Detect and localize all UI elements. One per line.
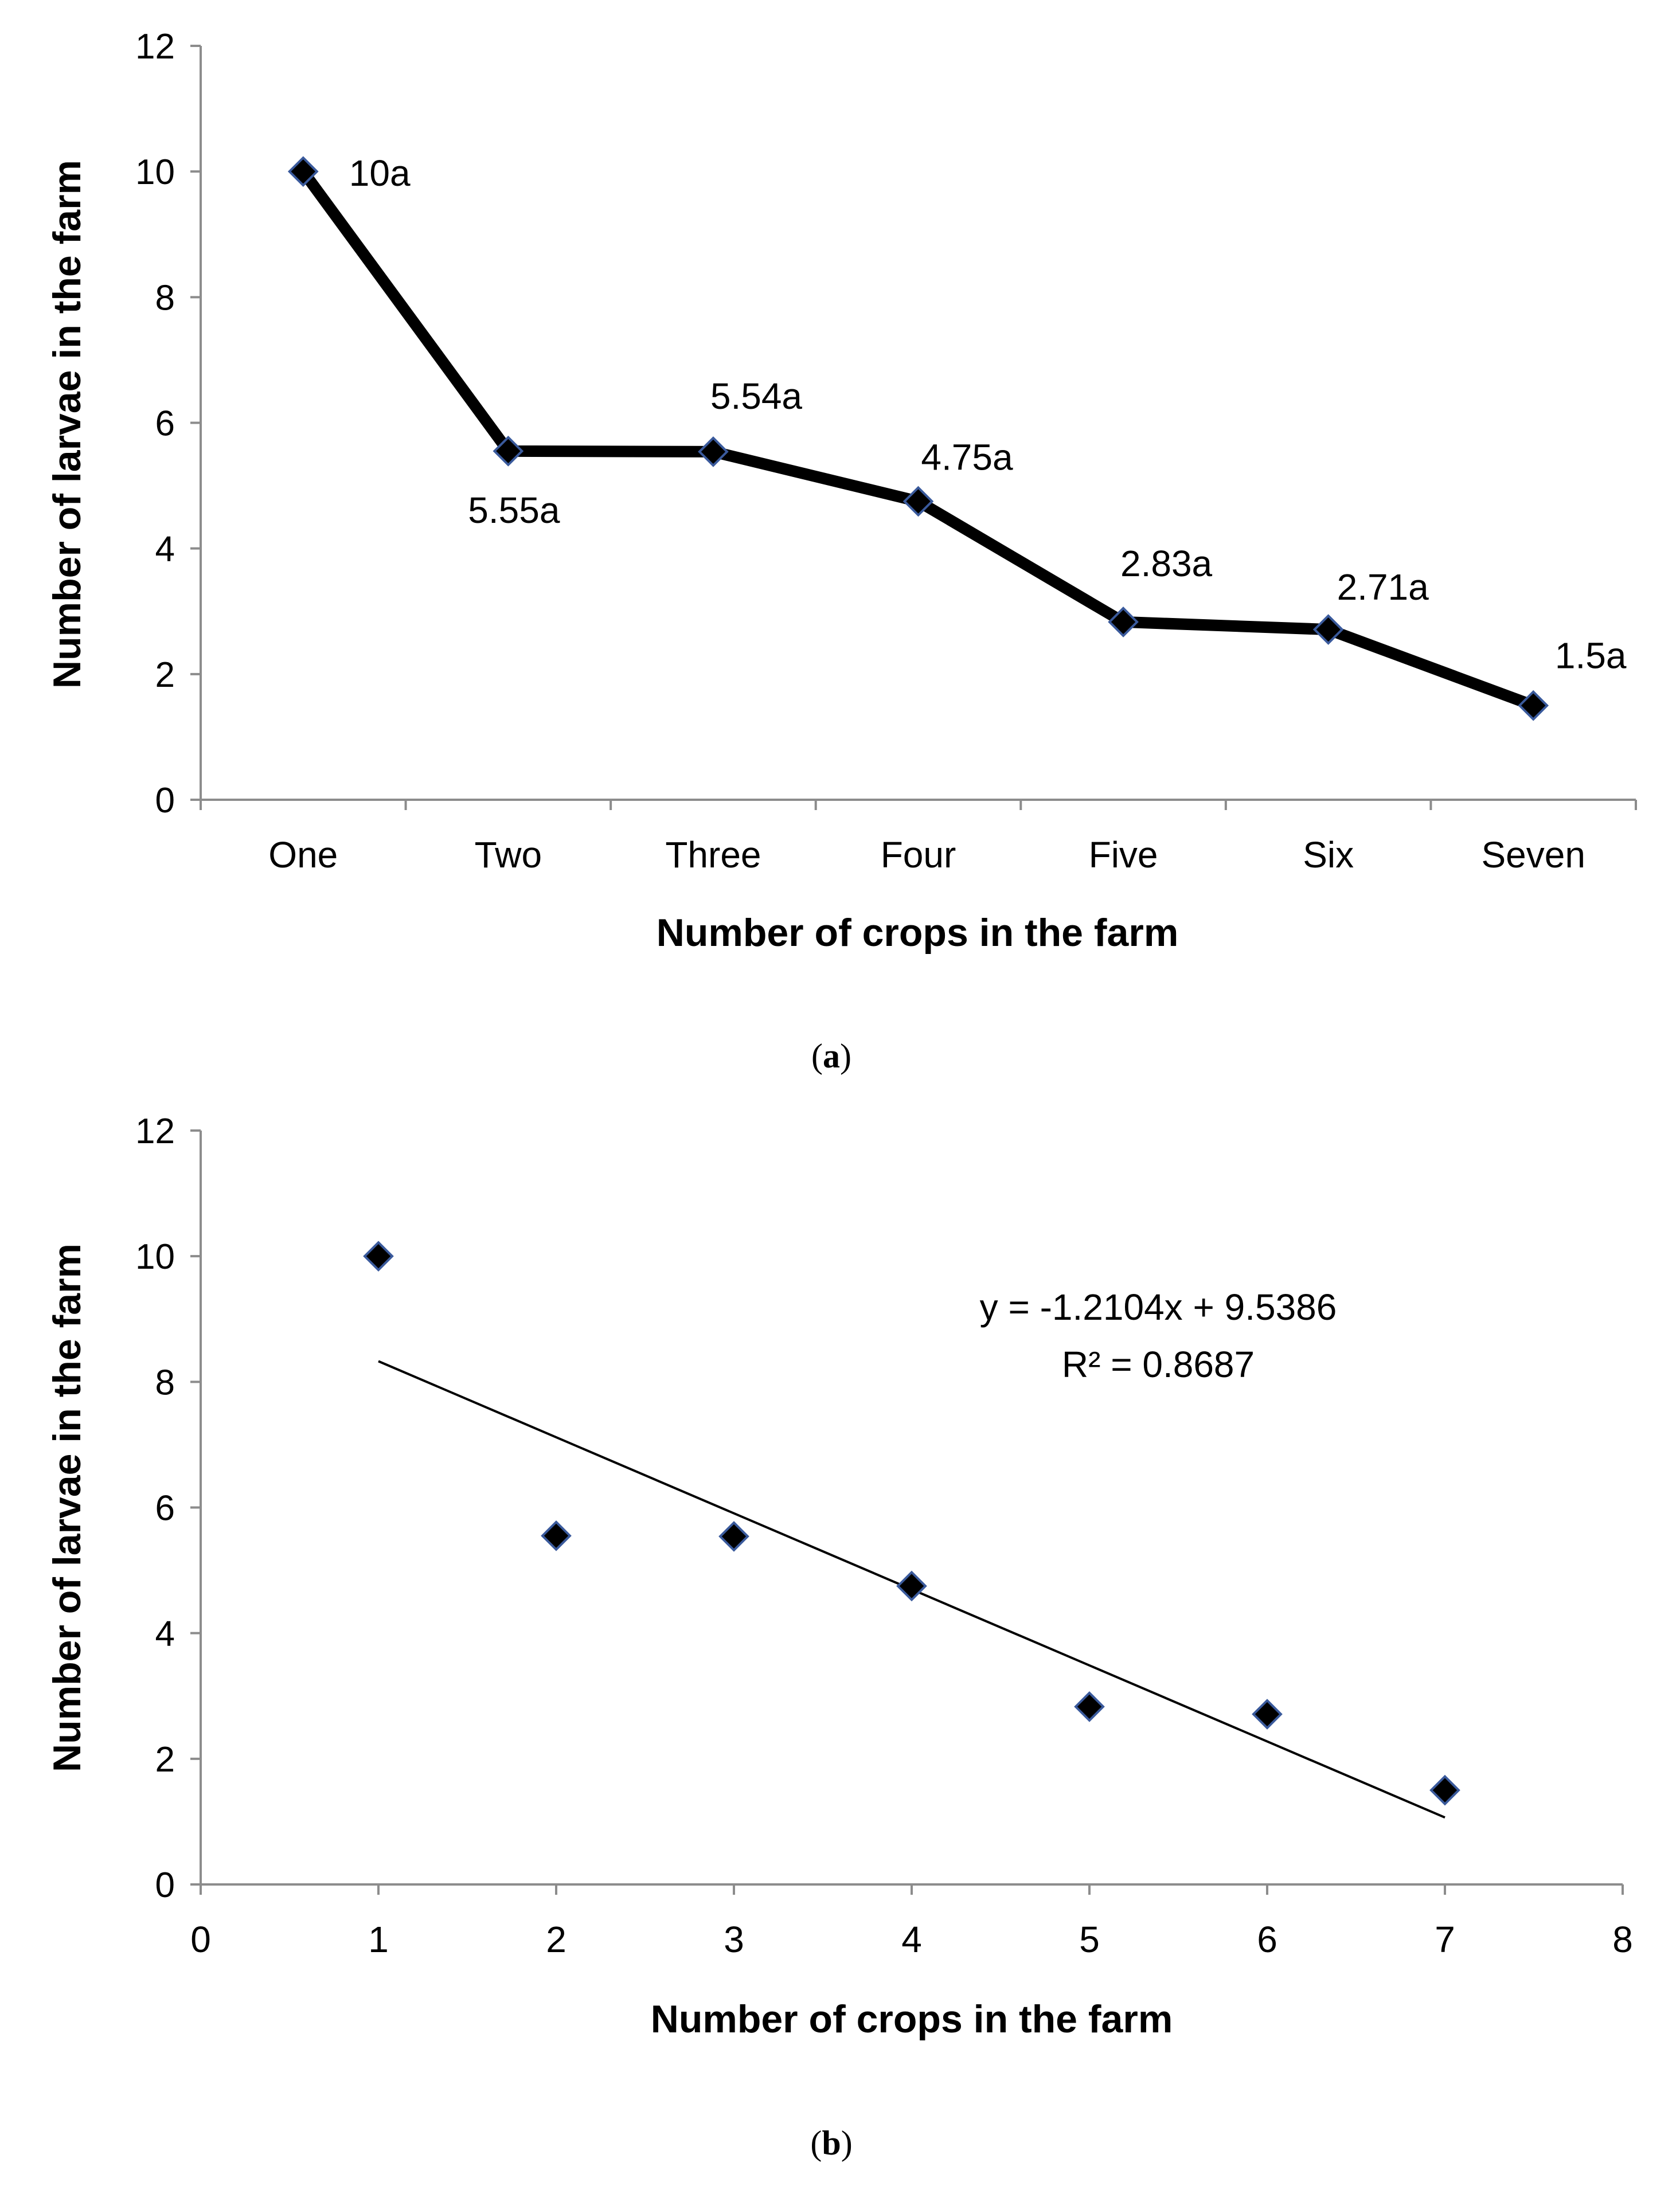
panel-a-series-line <box>298 168 1536 711</box>
panel-b-data-point <box>1252 1699 1283 1730</box>
panel-b-x-tick-label: 3 <box>724 1919 744 1960</box>
panel-b-y-tick-label: 2 <box>155 1740 175 1780</box>
panel-b-x-tick-label: 4 <box>901 1919 922 1960</box>
panel-a-data-point <box>1518 690 1549 721</box>
panel-b-y-tick-label: 10 <box>135 1237 175 1277</box>
panel-b-x-tick-label: 2 <box>546 1919 566 1960</box>
panel-a-data-point <box>1108 607 1139 638</box>
panel-a-data-label: 2.71a <box>1337 566 1429 608</box>
panel-b-y-tick-label: 12 <box>135 1112 175 1151</box>
panel-b-data-point <box>1074 1691 1105 1722</box>
panel-a-data-point <box>287 156 319 187</box>
panel-a-y-axis-title: Number of larvae in the farm <box>45 160 89 689</box>
panel-b-x-axis-title: Number of crops in the farm <box>651 1997 1173 2041</box>
panel-a-x-tick-label: Five <box>1089 834 1158 875</box>
panel-b-y-tick-label: 6 <box>155 1489 175 1528</box>
panel-b-y-axis-title: Number of larvae in the farm <box>45 1243 89 1772</box>
panel-b-x-tick-label: 8 <box>1612 1919 1633 1960</box>
panel-b-data-point <box>363 1241 394 1272</box>
panel-a-data-point <box>493 435 524 467</box>
panel-a-x-tick-label: Two <box>475 834 542 875</box>
panel-a-x-tick-label: Four <box>881 834 956 875</box>
panel-a-data-point <box>698 436 729 467</box>
panel-b-x-tick-label: 0 <box>190 1919 211 1960</box>
panel-a-x-tick-label: One <box>268 834 338 875</box>
panel-a-data-point <box>902 486 934 517</box>
panel-b-data-point <box>718 1521 749 1552</box>
panel-a-data-label: 5.54a <box>710 376 803 417</box>
panel-a-y-tick-label: 12 <box>135 27 175 67</box>
panel-a-data-label: 5.55a <box>468 490 560 531</box>
panel-b-y-tick-label: 8 <box>155 1363 175 1402</box>
panel-b-caption-letter: b <box>822 2124 841 2162</box>
panel-a-x-tick-label: Six <box>1303 834 1354 875</box>
panel-b-data-point <box>1429 1774 1460 1806</box>
panel-a-x-tick-label: Seven <box>1481 834 1585 875</box>
panel-a-y-tick-label: 8 <box>155 278 175 318</box>
panel-a-caption: (a) <box>811 1037 851 1075</box>
panel-a-data-label: 1.5a <box>1555 635 1627 676</box>
panel-a-y-tick-label: 6 <box>155 404 175 444</box>
panel-a-y-tick-label: 4 <box>155 530 175 569</box>
panel-a-data-label: 4.75a <box>921 436 1013 478</box>
panel-a-data-label: 10a <box>349 152 411 194</box>
panel-b-y-tick-label: 0 <box>155 1866 175 1905</box>
panel-a-y-tick-label: 10 <box>135 152 175 192</box>
panel-a-x-axis-title: Number of crops in the farm <box>657 911 1179 955</box>
panel-b-data-point <box>541 1520 572 1551</box>
panel-a-caption-letter: a <box>823 1037 840 1075</box>
panel-a-data-point <box>1312 614 1344 645</box>
panel-b-x-tick-label: 1 <box>368 1919 389 1960</box>
panel-a-y-tick-label: 2 <box>155 655 175 695</box>
panel-a-x-tick-label: Three <box>665 834 761 875</box>
panel-b-x-tick-label: 5 <box>1079 1919 1100 1960</box>
panel-b-trendline-equation: y = -1.2104x + 9.5386 <box>980 1286 1337 1328</box>
panel-a-line-chart: 0 2 4 6 8 10 12 One Two Three Four Five Six Seven 10… <box>45 27 1637 1075</box>
panel-a-data-label: 2.83a <box>1120 543 1213 584</box>
panel-b-x-tick-label: 6 <box>1257 1919 1277 1960</box>
panel-b-caption: (b) <box>810 2124 852 2162</box>
panel-b-data-point <box>896 1570 927 1602</box>
panel-a-y-tick-label: 0 <box>155 781 175 820</box>
panel-b-x-tick-label: 7 <box>1435 1919 1455 1960</box>
panel-b-r-squared: R² = 0.8687 <box>1062 1344 1255 1385</box>
panel-b-y-tick-label: 4 <box>155 1614 175 1654</box>
